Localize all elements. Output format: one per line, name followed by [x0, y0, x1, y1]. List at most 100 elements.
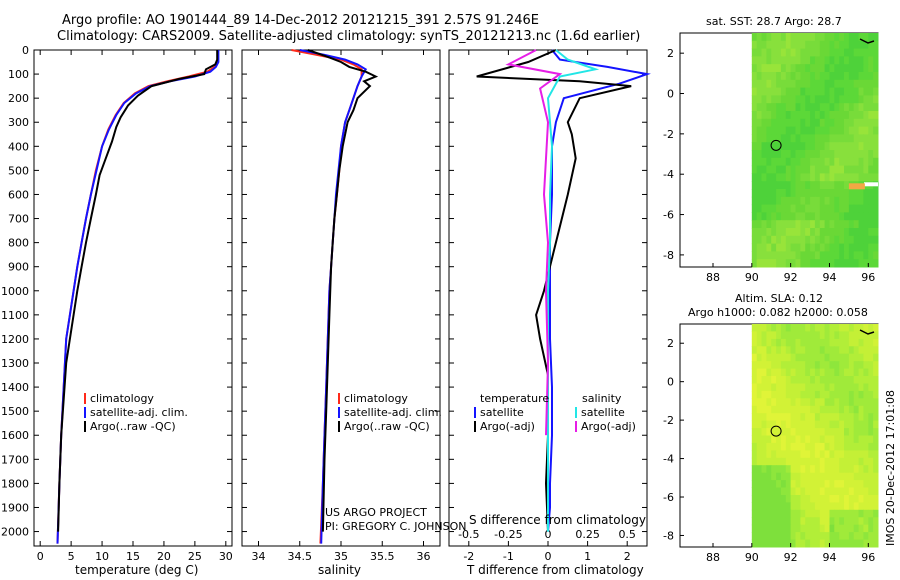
map-cell: [785, 442, 792, 451]
map-cell: [751, 338, 758, 347]
map-cell: [844, 243, 850, 252]
map-cell: [858, 502, 864, 511]
map-cell: [858, 165, 864, 174]
map-cell: [751, 165, 758, 174]
map-cell: [795, 539, 801, 548]
map-cell: [848, 33, 855, 42]
map-cell: [873, 472, 879, 481]
map-cell: [805, 251, 811, 260]
map-cell: [810, 220, 816, 229]
map-cell: [819, 196, 826, 206]
map-cell: [776, 457, 782, 466]
sst-map-panel: sat. SST: 28.7 Argo: 28.7 88 90 92 94 9620-2…: [663, 15, 879, 284]
map-cell: [776, 243, 782, 252]
map-cell: [824, 495, 830, 503]
map-cell: [776, 95, 782, 104]
map-cell: [795, 118, 801, 128]
map-cell: [819, 442, 826, 451]
map-cell: [839, 111, 845, 120]
legend-label-climatology: climatology: [90, 392, 154, 405]
map-cell: [785, 435, 792, 444]
map-cell: [814, 126, 821, 135]
map-cell: [829, 259, 835, 268]
map-cell: [873, 56, 879, 65]
map-cell: [824, 368, 830, 377]
series-line-argo: [57, 50, 219, 532]
map-cell: [766, 376, 772, 384]
map-cell: [761, 33, 767, 42]
map-cell: [751, 413, 758, 422]
map-cell: [819, 331, 826, 340]
map-cell: [863, 95, 869, 104]
map-cell: [810, 72, 816, 81]
map-cell: [771, 487, 777, 496]
map-cell: [829, 480, 835, 488]
map-cell: [873, 517, 879, 526]
map-cell: [761, 95, 767, 104]
map-cell: [766, 157, 772, 167]
map-cell: [766, 118, 772, 128]
map-cell: [819, 532, 826, 540]
map-cell: [834, 457, 840, 466]
map-cell: [839, 368, 845, 377]
map-cell: [848, 532, 855, 540]
map-cell: [800, 251, 806, 260]
map-cell: [868, 228, 874, 237]
map-cell: [868, 487, 874, 496]
sst-gap-mark: [864, 182, 878, 187]
map-cell: [756, 111, 763, 120]
map-cell: [819, 48, 826, 57]
map-cell: [795, 150, 801, 159]
map-cell: [756, 212, 763, 221]
map-cell: [839, 509, 845, 518]
map-cell: [834, 324, 840, 332]
map-cell: [756, 40, 763, 50]
map-cell: [785, 126, 792, 135]
map-cell: [873, 398, 879, 407]
map-cell: [780, 228, 787, 237]
map-cell: [795, 405, 801, 414]
map-cell: [795, 220, 801, 229]
map-cell: [805, 383, 811, 392]
map-cell: [805, 72, 811, 81]
map-cell: [751, 181, 758, 190]
map-cell: [858, 324, 864, 332]
map-cell: [800, 457, 806, 466]
map-cell: [868, 259, 874, 268]
map-y-tick-label: 0: [667, 88, 674, 101]
map-cell: [795, 165, 801, 174]
map-cell: [824, 346, 830, 355]
map-cell: [814, 480, 821, 488]
map-cell: [785, 368, 792, 377]
map-cell: [858, 126, 864, 135]
map-cell: [834, 539, 840, 548]
map-cell: [839, 331, 845, 340]
map-cell: [771, 353, 777, 362]
map-cell: [780, 502, 787, 511]
map-cell: [780, 196, 787, 206]
map-cell: [766, 79, 772, 89]
map-cell: [810, 103, 816, 112]
map-cell: [853, 204, 860, 213]
map-cell: [839, 390, 845, 399]
map-cell: [848, 251, 855, 260]
map-cell: [761, 376, 767, 384]
map-cell: [805, 157, 811, 167]
map-cell: [805, 142, 811, 151]
map-cell: [853, 390, 860, 399]
map-cell: [824, 338, 830, 347]
map-cell: [839, 442, 845, 451]
map-cell: [766, 495, 772, 503]
map-cell: [853, 118, 860, 128]
map-cell: [858, 72, 864, 81]
map-cell: [751, 259, 758, 268]
map-cell: [800, 509, 806, 518]
map-cell: [868, 79, 874, 89]
map-cell: [776, 118, 782, 128]
map-cell: [800, 189, 806, 198]
map-cell: [834, 428, 840, 436]
map-cell: [839, 157, 845, 167]
map-cell: [839, 243, 845, 252]
map-cell: [780, 517, 787, 526]
map-cell: [848, 383, 855, 392]
